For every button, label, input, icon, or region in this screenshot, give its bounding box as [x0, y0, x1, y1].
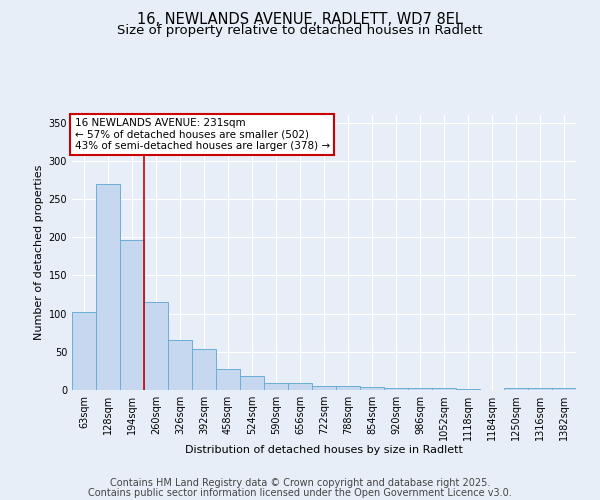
Bar	[504, 388, 528, 390]
Bar	[432, 388, 456, 390]
Y-axis label: Number of detached properties: Number of detached properties	[34, 165, 44, 340]
Text: 16 NEWLANDS AVENUE: 231sqm
← 57% of detached houses are smaller (502)
43% of sem: 16 NEWLANDS AVENUE: 231sqm ← 57% of deta…	[74, 118, 329, 151]
Bar	[96, 184, 120, 390]
Bar	[120, 240, 144, 390]
Bar	[384, 388, 408, 390]
X-axis label: Distribution of detached houses by size in Radlett: Distribution of detached houses by size …	[185, 444, 463, 454]
Bar	[72, 312, 96, 390]
Text: Size of property relative to detached houses in Radlett: Size of property relative to detached ho…	[117, 24, 483, 37]
Bar	[288, 383, 312, 390]
Bar	[168, 340, 192, 390]
Bar	[264, 383, 288, 390]
Bar	[408, 388, 432, 390]
Bar	[192, 349, 216, 390]
Bar	[456, 389, 480, 390]
Bar	[240, 376, 264, 390]
Bar	[360, 387, 384, 390]
Bar	[144, 302, 168, 390]
Bar	[216, 370, 240, 390]
Text: Contains public sector information licensed under the Open Government Licence v3: Contains public sector information licen…	[88, 488, 512, 498]
Bar	[312, 386, 336, 390]
Bar	[552, 388, 576, 390]
Text: 16, NEWLANDS AVENUE, RADLETT, WD7 8EL: 16, NEWLANDS AVENUE, RADLETT, WD7 8EL	[137, 12, 463, 28]
Bar	[528, 388, 552, 390]
Bar	[336, 386, 360, 390]
Text: Contains HM Land Registry data © Crown copyright and database right 2025.: Contains HM Land Registry data © Crown c…	[110, 478, 490, 488]
